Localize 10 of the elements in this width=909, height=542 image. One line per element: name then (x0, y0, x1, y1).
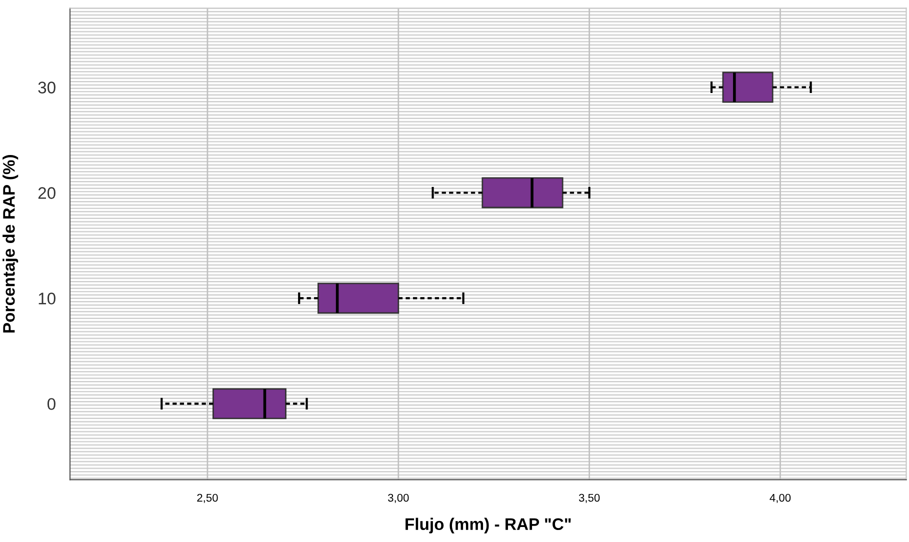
y-tick-label: 10 (38, 292, 56, 304)
y-tick-label: 0 (47, 398, 56, 410)
x-axis-title: Flujo (mm) - RAP "C" (406, 518, 571, 534)
x-tick-label: 2,50 (197, 494, 218, 504)
x-tick-label: 4,00 (770, 494, 791, 504)
y-tick-label: 30 (38, 82, 56, 94)
y-tick-label: 20 (38, 187, 56, 199)
x-tick-label: 3,50 (578, 494, 600, 504)
y-axis-title: Porcentaje de RAP (%) (2, 155, 18, 332)
x-tick-label: 3,00 (388, 494, 409, 504)
